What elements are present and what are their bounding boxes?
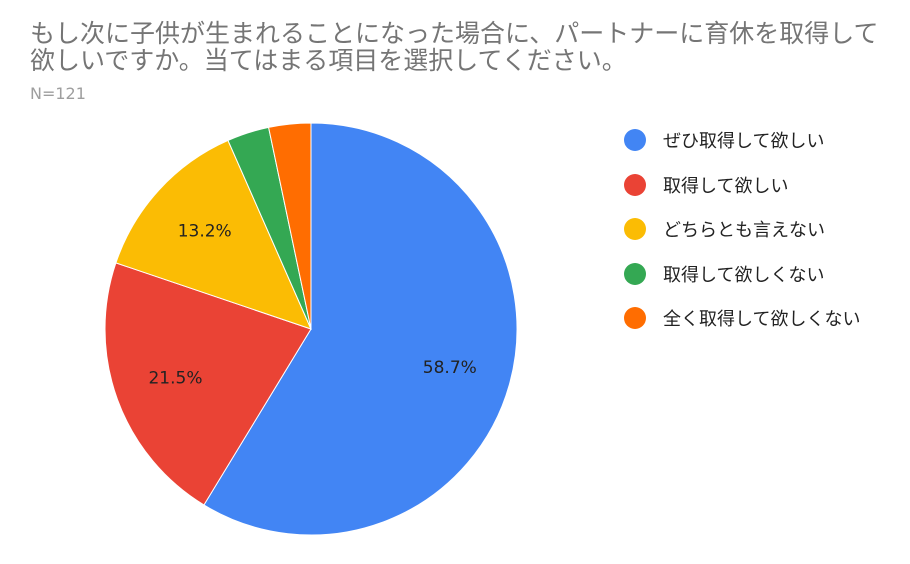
pie-data-labels: 58.7% 21.5% 13.2% — [148, 222, 476, 389]
pie-data-label-2: 21.5% — [148, 368, 202, 388]
legend-item-2: 取得して欲しい — [624, 163, 860, 208]
legend-swatch — [624, 173, 646, 196]
chart-legend: ぜひ取得して欲しい 取得して欲しいどちらとも言えない 取得して欲しくない全く取得して… — [624, 118, 860, 341]
pie-slice-2 — [104, 262, 312, 506]
legend-swatch — [624, 262, 646, 285]
legend-label: どちらとも言えない — [663, 220, 825, 242]
pie-slices — [104, 122, 518, 536]
chart-title: もし次に子供が生まれることになった場合に、パートナーに育休を取得して欲しいですか… — [30, 19, 879, 75]
legend-item-3: どちらとも言えない — [624, 207, 860, 252]
pie-slice-5 — [267, 122, 312, 330]
legend-label: 全く取得して欲しくない — [663, 309, 861, 331]
legend-label: 取得して欲しい — [663, 175, 789, 197]
pie-data-label-3: 13.2% — [178, 222, 232, 242]
legend-swatch — [624, 218, 646, 241]
legend-item-5: 全く取得して欲しくない — [624, 296, 860, 341]
legend-swatch — [624, 129, 646, 152]
legend-swatch — [624, 307, 646, 330]
chart-subtitle: N=121 — [30, 84, 86, 103]
pie-slice-3 — [115, 139, 312, 330]
pie-data-label-1: 58.7% — [423, 358, 477, 378]
legend-label: ぜひ取得して欲しい — [663, 131, 825, 153]
legend-item-4: 取得して欲しくない — [624, 252, 860, 297]
legend-label: 取得して欲しくない — [663, 264, 825, 286]
pie-slice-1 — [203, 122, 518, 536]
legend-item-1: ぜひ取得して欲しい — [624, 118, 860, 163]
